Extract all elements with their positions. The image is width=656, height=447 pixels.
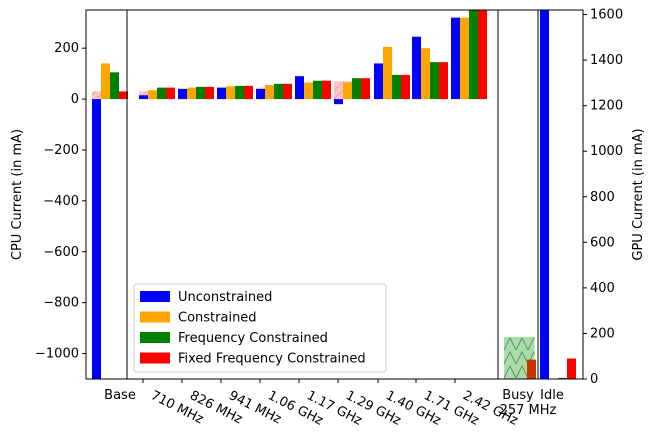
bar-frequency-constrained [430, 62, 439, 100]
bar-fixed-frequency-constrained [361, 78, 370, 100]
legend-swatch [140, 352, 170, 364]
bar-fixed-frequency-constrained [478, 10, 487, 100]
bar-constrained [343, 82, 352, 100]
bar-fixed-frequency-constrained [205, 86, 214, 100]
left-tick-label: −600 [43, 245, 79, 260]
bar-constrained [187, 87, 196, 100]
legend-swatch [140, 311, 170, 323]
left-tick-label: 0 [71, 92, 79, 107]
x-tick-label: 257 MHz [500, 403, 557, 418]
plot-frame [85, 9, 584, 380]
bar-constrained [383, 46, 392, 100]
bar-fixed-frequency-constrained [119, 91, 128, 100]
x-tick-label: Base [104, 388, 136, 403]
right-tick-label: 400 [590, 281, 615, 296]
y-axis-label-right: GPU Current (in mA) [631, 128, 646, 260]
bar-unconstrained [178, 88, 187, 100]
x-tick-label: Idle [540, 388, 564, 403]
bar-unconstrained [92, 99, 101, 379]
bar-frequency-constrained [469, 10, 478, 100]
bar-frequency-constrained [392, 74, 401, 100]
legend-swatch [140, 291, 170, 302]
bar-fixed-frequency-constrained [244, 85, 253, 100]
bar-constrained [460, 17, 469, 100]
bar-constrained [421, 48, 430, 100]
bar-fixed-frequency-constrained [283, 83, 292, 100]
right-tick-label: 1200 [590, 99, 623, 114]
legend-label: Constrained [178, 311, 257, 326]
right-tick-label: 200 [590, 326, 615, 341]
legend-swatch [140, 332, 170, 343]
bar-constrained [265, 85, 274, 100]
bar-unconstrained [217, 87, 226, 100]
bar-unconstrained [256, 88, 265, 100]
bar-frequency-constrained [274, 83, 283, 100]
left-tick-label: −400 [43, 194, 79, 209]
legend-label: Frequency Constrained [178, 331, 328, 346]
left-tick-label: −800 [43, 296, 79, 311]
bar-constrained [304, 82, 313, 100]
right-tick-label: 0 [590, 372, 598, 387]
gpu-bar-fixed-frequency-constrained [567, 358, 576, 379]
bar-constrained [226, 86, 235, 100]
bar-unconstrained [374, 63, 383, 100]
right-tick-label: 1400 [590, 53, 623, 68]
bar-frequency-constrained [313, 80, 322, 100]
bar-unconstrained [451, 17, 460, 100]
bar-constrained [148, 90, 157, 100]
bar-unconstrained [412, 36, 421, 100]
bar-frequency-constrained [196, 86, 205, 100]
y-axis-label-left: CPU Current (in mA) [10, 129, 25, 260]
x-tick-label: Busy [502, 388, 534, 403]
bar-fixed-frequency-constrained [166, 87, 175, 100]
bar-frequency-constrained [352, 78, 361, 100]
bar-frequency-constrained [110, 72, 119, 100]
left-tick-label: −200 [43, 143, 79, 158]
right-tick-label: 800 [590, 190, 615, 205]
bar-fixed-frequency-constrained [322, 80, 331, 100]
bar-unconstrained [139, 95, 148, 100]
bar-unconstrained [295, 76, 304, 100]
legend-label: Fixed Frequency Constrained [178, 352, 366, 367]
bar-constrained [101, 63, 110, 100]
bar-fixed-frequency-constrained [401, 74, 410, 100]
right-tick-label: 600 [590, 235, 615, 250]
left-tick-label: 200 [54, 41, 79, 56]
legend-box [133, 283, 387, 373]
bar-frequency-constrained [235, 85, 244, 100]
left-tick-label: −1000 [35, 347, 79, 362]
right-tick-label: 1600 [590, 8, 623, 23]
bar-fixed-frequency-constrained [439, 62, 448, 100]
right-tick-label: 1000 [590, 144, 623, 159]
gpu-bar-unconstrained [540, 10, 549, 379]
legend-label: Unconstrained [178, 290, 272, 305]
bar-frequency-constrained [157, 87, 166, 100]
bar-unconstrained [334, 99, 343, 105]
gpu-bar-frequency-constrained [558, 377, 567, 379]
gpu-bar-fixed-frequency-constrained [527, 359, 536, 379]
